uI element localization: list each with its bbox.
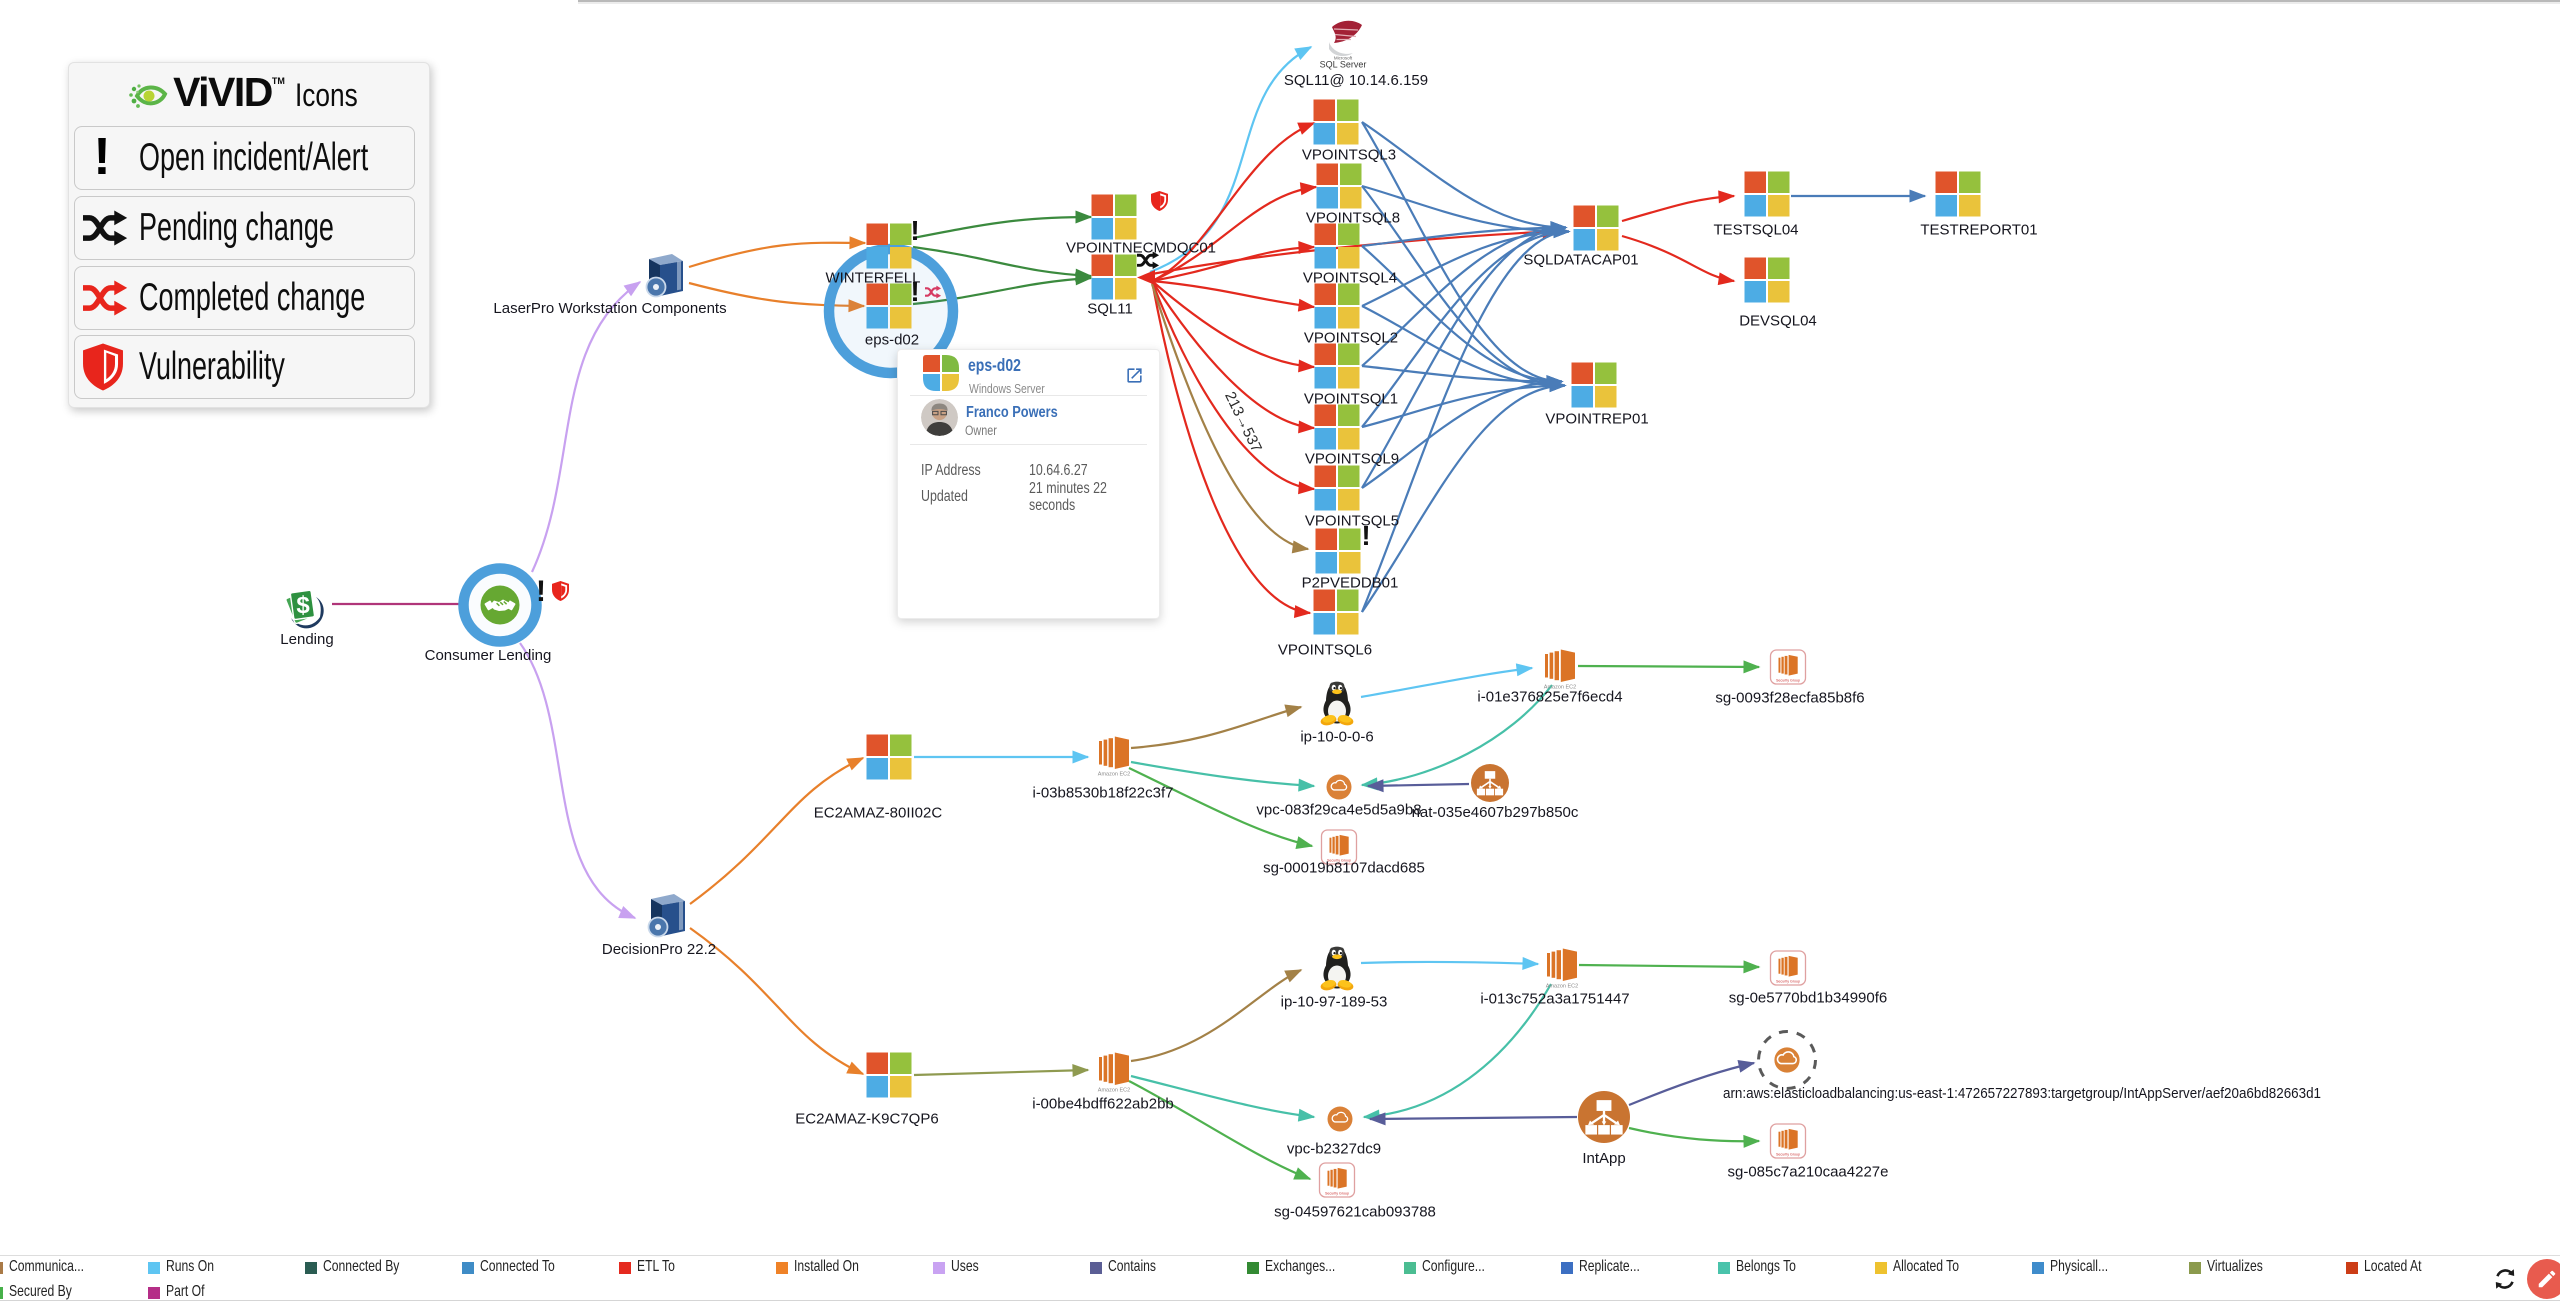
svg-text:sg-085c7a210caa4227e: sg-085c7a210caa4227e (1728, 1163, 1889, 1180)
svg-text:Security Group: Security Group (1776, 1153, 1800, 1157)
svg-text:Amazon EC2: Amazon EC2 (1544, 685, 1576, 691)
svg-text:DecisionPro 22.2: DecisionPro 22.2 (602, 941, 716, 958)
svg-text:Amazon EC2: Amazon EC2 (1546, 984, 1578, 990)
svg-text:eps-d02: eps-d02 (865, 331, 919, 348)
svg-text:SQL11: SQL11 (1087, 300, 1133, 317)
svg-text:Security Group: Security Group (1325, 1192, 1349, 1196)
svg-text:EC2AMAZ-K9C7QP6: EC2AMAZ-K9C7QP6 (795, 1110, 938, 1127)
svg-text:nat-035e4607b297b850c: nat-035e4607b297b850c (1412, 804, 1579, 821)
svg-text:sg-04597621cab093788: sg-04597621cab093788 (1274, 1203, 1436, 1220)
svg-text:vpc-083f29ca4e5d5a9b8: vpc-083f29ca4e5d5a9b8 (1256, 801, 1421, 818)
svg-text:i-00be4bdff622ab2bb: i-00be4bdff622ab2bb (1032, 1095, 1174, 1112)
svg-text:VPOINTREP01: VPOINTREP01 (1545, 410, 1648, 427)
svg-text:sg-00019b8107dacd685: sg-00019b8107dacd685 (1263, 859, 1425, 876)
svg-text:DEVSQL04: DEVSQL04 (1739, 312, 1817, 329)
svg-text:sg-0093f28ecfa85b8f6: sg-0093f28ecfa85b8f6 (1715, 689, 1864, 706)
svg-text:!: ! (910, 276, 919, 307)
svg-text:Consumer Lending: Consumer Lending (425, 647, 552, 664)
svg-text:TESTSQL04: TESTSQL04 (1713, 221, 1798, 238)
svg-text:VPOINTSQL2: VPOINTSQL2 (1304, 329, 1398, 346)
svg-text:Security Group: Security Group (1776, 980, 1800, 984)
svg-text:LaserPro Workstation Component: LaserPro Workstation Components (493, 300, 726, 317)
svg-text:VPOINTSQL1: VPOINTSQL1 (1304, 390, 1398, 407)
svg-text:Security Group: Security Group (1327, 859, 1351, 863)
svg-text:Security Group: Security Group (1776, 679, 1800, 683)
svg-text:SQL11@ 10.14.6.159: SQL11@ 10.14.6.159 (1284, 72, 1428, 89)
svg-text:!: ! (1361, 520, 1370, 551)
svg-text:i-01e376825e7f6ecd4: i-01e376825e7f6ecd4 (1477, 688, 1622, 705)
svg-text:Amazon EC2: Amazon EC2 (1098, 772, 1130, 778)
svg-text:SQLDATACAP01: SQLDATACAP01 (1523, 251, 1638, 268)
svg-text:P2PVEDDB01: P2PVEDDB01 (1302, 574, 1399, 591)
svg-text:Lending: Lending (280, 631, 333, 648)
svg-text:VPOINTNECMDQC01: VPOINTNECMDQC01 (1066, 239, 1216, 256)
svg-text:WINTERFELL: WINTERFELL (825, 269, 920, 286)
svg-text:Amazon EC2: Amazon EC2 (1098, 1088, 1130, 1094)
svg-text:i-013c752a3a1751447: i-013c752a3a1751447 (1480, 990, 1629, 1007)
svg-text:EC2AMAZ-80II02C: EC2AMAZ-80II02C (814, 804, 943, 821)
svg-text:ip-10-97-189-53: ip-10-97-189-53 (1281, 993, 1388, 1010)
svg-text:IntApp: IntApp (1582, 1150, 1625, 1167)
svg-text:arn:aws:elasticloadbalancing:u: arn:aws:elasticloadbalancing:us-east-1:4… (1723, 1085, 2321, 1102)
svg-text:!: ! (536, 575, 546, 608)
svg-text:VPOINTSQL5: VPOINTSQL5 (1305, 512, 1399, 529)
svg-text:VPOINTSQL6: VPOINTSQL6 (1278, 641, 1372, 658)
svg-text:VPOINTSQL9: VPOINTSQL9 (1305, 450, 1399, 467)
svg-text:ip-10-0-0-6: ip-10-0-0-6 (1300, 728, 1373, 745)
svg-text:sg-0e5770bd1b34990f6: sg-0e5770bd1b34990f6 (1729, 989, 1887, 1006)
svg-text:i-03b8530b18f22c3f7: i-03b8530b18f22c3f7 (1033, 784, 1174, 801)
svg-text:VPOINTSQL8: VPOINTSQL8 (1306, 209, 1400, 226)
svg-text:vpc-b2327dc9: vpc-b2327dc9 (1287, 1140, 1381, 1157)
svg-text:VPOINTSQL3: VPOINTSQL3 (1302, 146, 1396, 163)
svg-text:VPOINTSQL4: VPOINTSQL4 (1303, 269, 1397, 286)
svg-text:TESTREPORT01: TESTREPORT01 (1920, 221, 2037, 238)
svg-text:!: ! (910, 215, 919, 246)
